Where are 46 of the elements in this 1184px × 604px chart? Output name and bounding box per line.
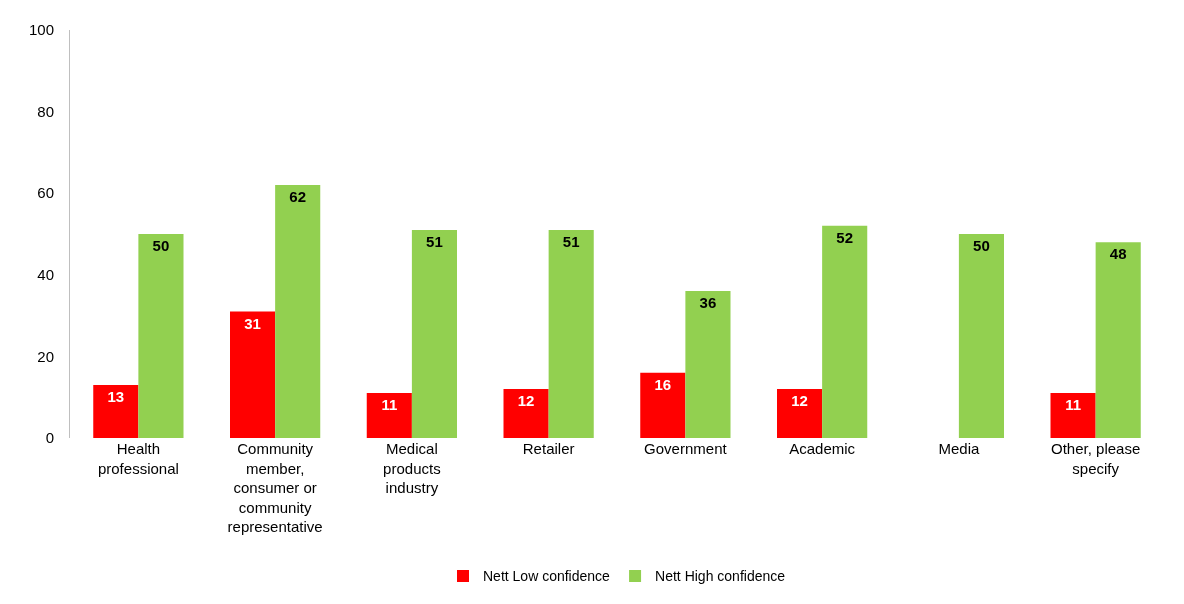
data-label: 12 [791,392,808,410]
x-tick-label: Media [938,440,980,457]
x-tick-label: Academic [789,440,856,457]
data-label: 36 [699,294,717,312]
x-tick-label: Medical products industry [383,440,441,496]
data-label: 13 [107,387,125,405]
bar [230,311,276,438]
bar [958,234,1004,438]
data-label: 51 [426,232,443,250]
data-label: 51 [562,232,580,250]
data-label: 12 [517,392,535,410]
data-label: 11 [381,396,398,414]
bar [822,225,868,438]
data-label: 50 [973,237,990,254]
bar [548,229,594,438]
bar [275,185,321,438]
x-tick-label: Government [644,440,728,457]
data-label: 62 [289,188,307,206]
y-tick-label: 40 [37,266,54,284]
bar [366,393,412,438]
y-tick-label: 60 [37,184,54,202]
x-tick-label: Retailer [522,440,575,457]
y-tick-label: 20 [37,347,54,365]
bar [1095,242,1141,438]
bar [685,291,731,438]
x-tick-label: Other, please specify [1051,440,1141,477]
legend-label: Nett High confidence [655,568,786,585]
bar [1050,393,1096,438]
legend-label: Nett Low confidence [483,568,611,585]
bar [138,234,184,438]
data-label: 50 [152,237,170,254]
x-tick-label: Health professional [97,440,179,477]
y-tick-label: 80 [37,102,54,120]
y-tick-label: 100 [28,21,54,39]
data-label: 31 [244,314,261,332]
bar [777,389,823,438]
data-label: 48 [1109,245,1127,263]
y-tick-label: 0 [45,429,54,447]
bar [93,384,139,438]
bar [411,229,457,438]
data-label: 16 [654,375,672,393]
bar [503,389,549,438]
bar [640,372,686,438]
data-label: 52 [836,228,854,246]
x-tick-label: Community member, consumer or community representative [227,440,323,535]
data-label: 11 [1065,396,1081,414]
